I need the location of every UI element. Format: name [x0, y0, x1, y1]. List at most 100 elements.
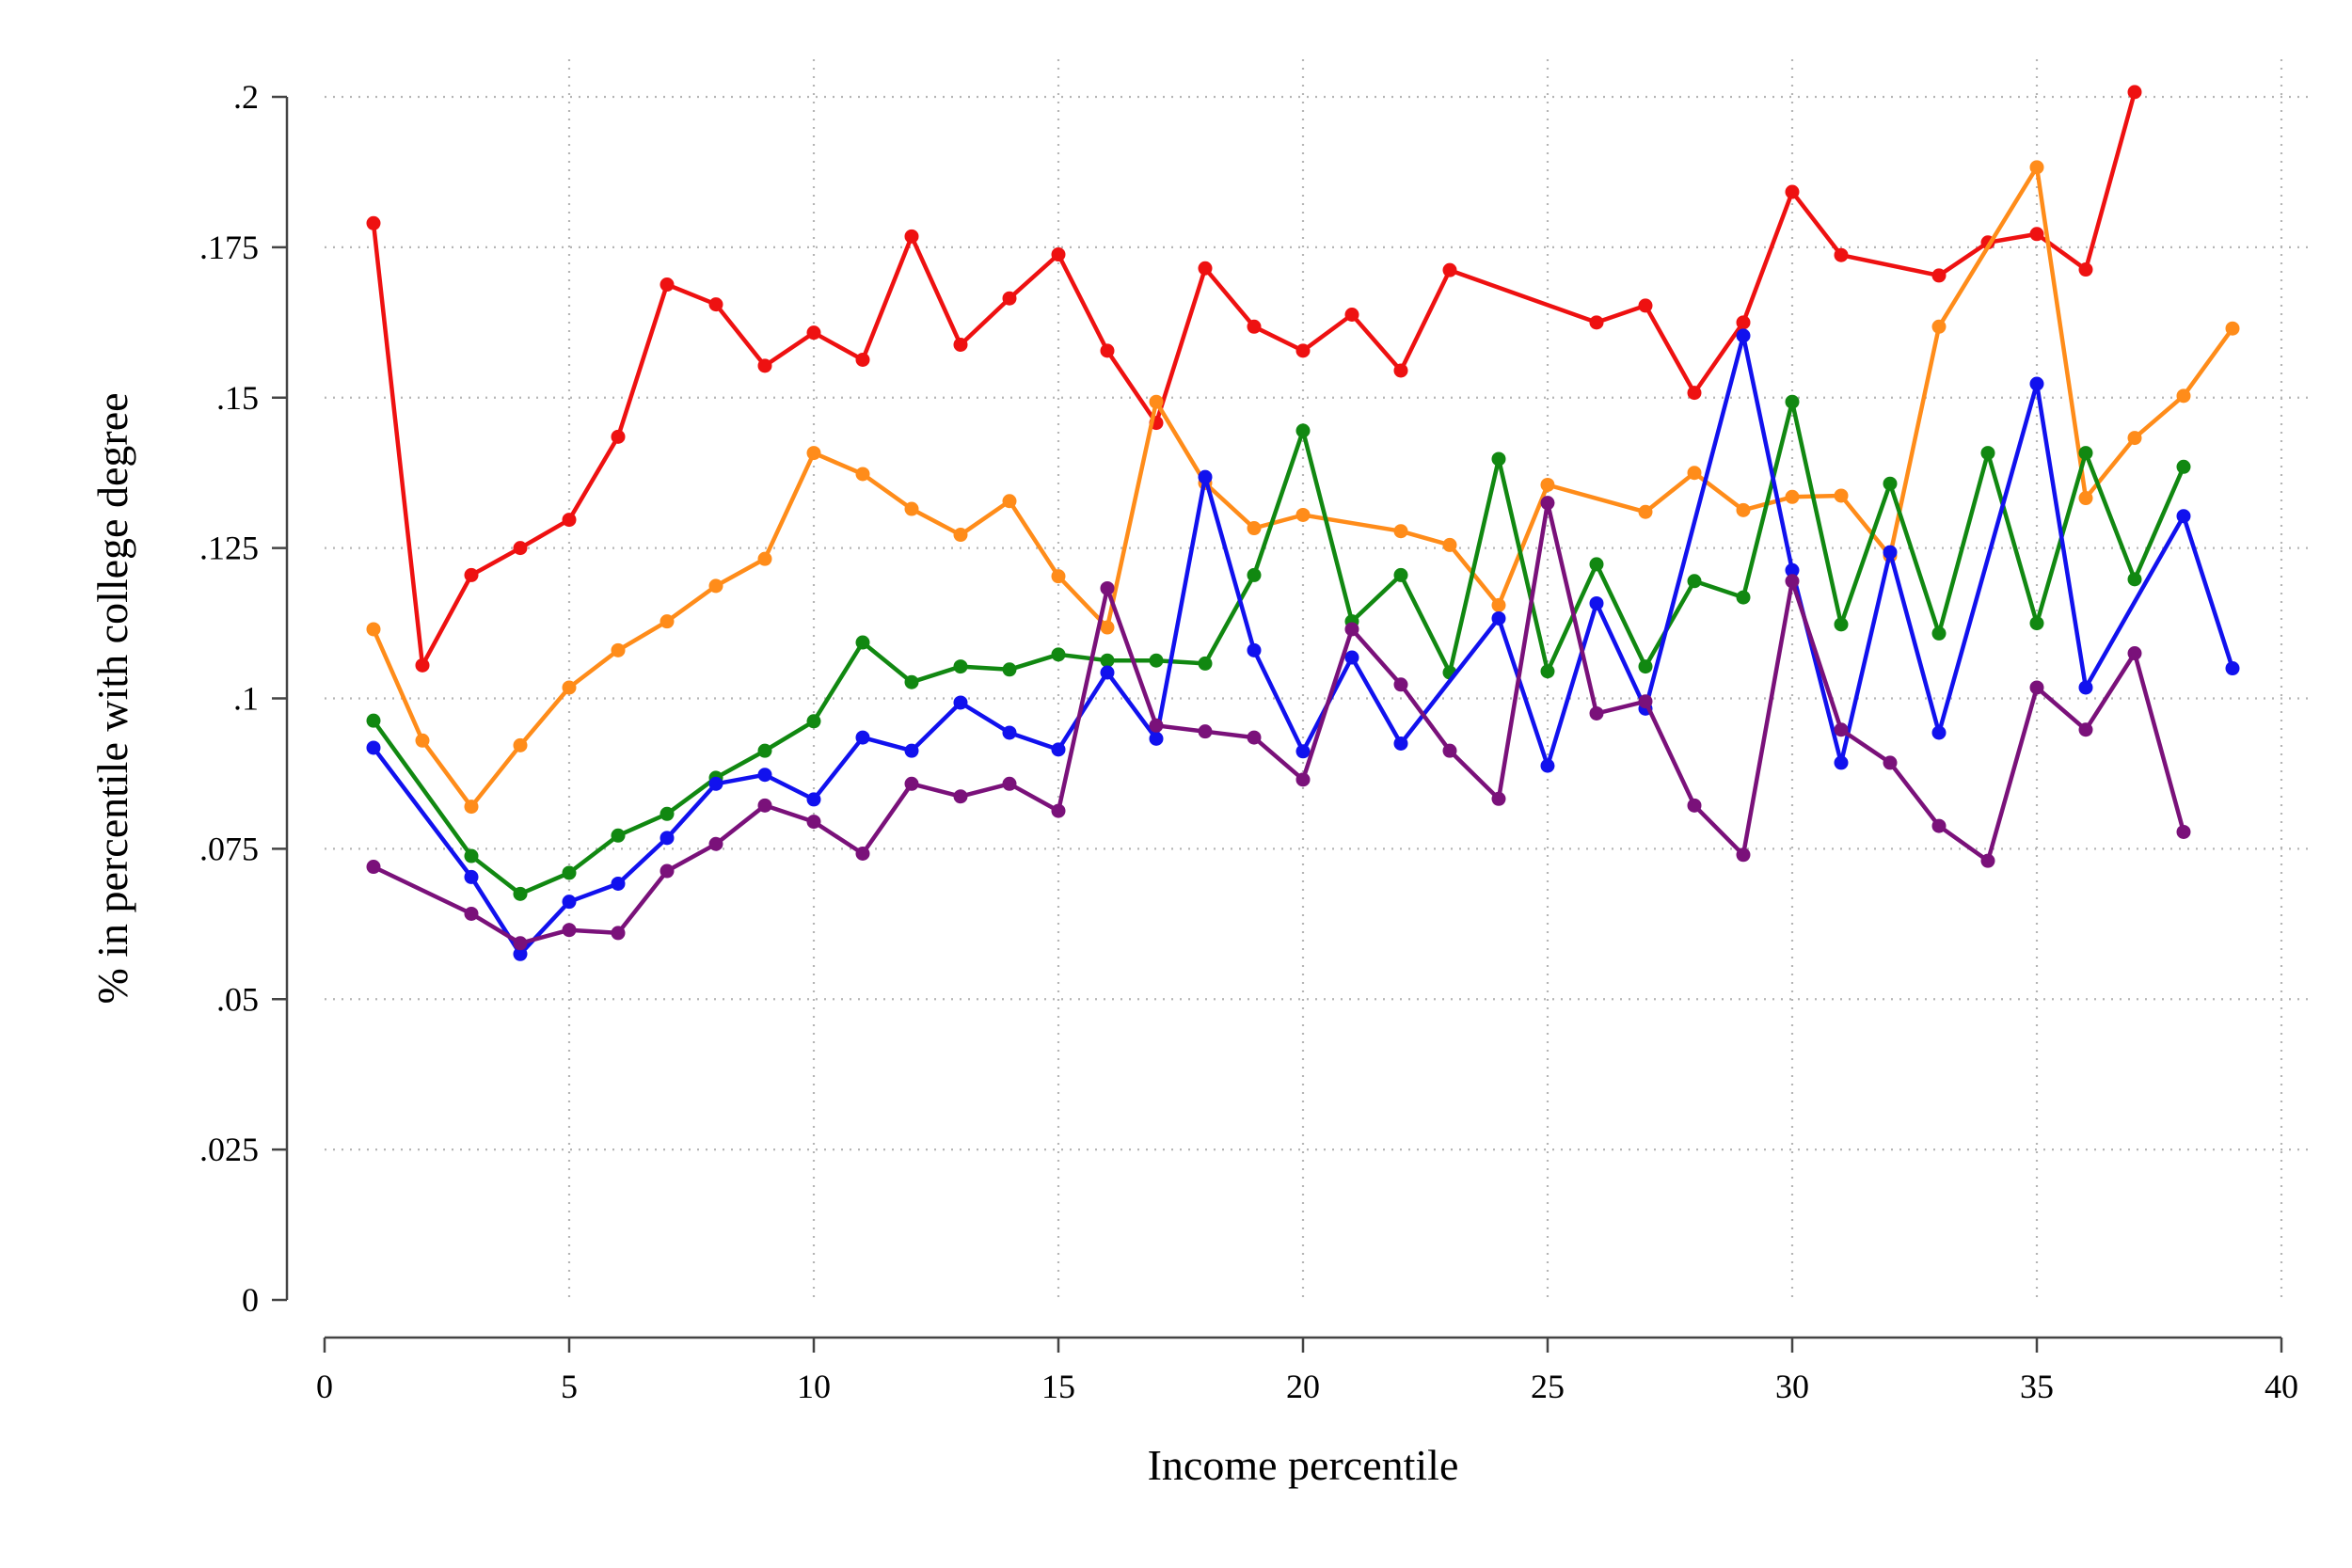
data-point [904, 776, 919, 791]
y-tick-label: .1 [233, 680, 259, 718]
data-point [1198, 261, 1213, 276]
data-point [1589, 557, 1604, 572]
data-point [1785, 184, 1800, 199]
data-point [2176, 824, 2191, 839]
data-point [1393, 363, 1408, 378]
data-point [1834, 488, 1849, 503]
data-point [757, 798, 772, 813]
data-point [2078, 262, 2093, 277]
data-point [1785, 574, 1800, 589]
x-tick-label: 30 [1775, 1368, 1809, 1405]
data-point [1589, 705, 1604, 721]
x-tick-label: 15 [1041, 1368, 1075, 1405]
data-point [1344, 650, 1359, 665]
data-point [562, 680, 577, 695]
data-point [562, 895, 577, 910]
data-point [1785, 562, 1800, 578]
data-point [1834, 617, 1849, 632]
y-tick-label: .175 [199, 229, 259, 266]
data-point [1198, 724, 1213, 739]
data-point [757, 768, 772, 783]
data-point [1931, 818, 1947, 833]
data-point [1100, 343, 1115, 358]
x-axis-ticks: 0 5 10 15 20 25 30 35 40 [316, 1338, 2298, 1405]
data-point [2078, 680, 2093, 695]
data-point [1393, 736, 1408, 751]
data-point [464, 869, 479, 884]
data-point [708, 776, 723, 791]
data-point [1247, 642, 1262, 657]
data-point [1295, 507, 1311, 522]
data-point [757, 551, 772, 566]
data-point [1540, 664, 1555, 679]
y-tick-label: .15 [216, 379, 259, 417]
data-point [1931, 319, 1947, 334]
data-point [1002, 291, 1017, 306]
x-tick-label: 25 [1531, 1368, 1565, 1405]
data-point [1295, 423, 1311, 438]
data-point [806, 714, 821, 729]
data-point [1540, 477, 1555, 492]
data-point [2029, 160, 2044, 175]
data-point [1393, 567, 1408, 582]
data-point [1883, 545, 1898, 560]
data-point [660, 863, 675, 879]
data-point [1149, 653, 1164, 668]
data-point [806, 446, 821, 461]
x-axis-title: Income percentile [1148, 1441, 1459, 1489]
data-point [1051, 247, 1066, 262]
data-point [1491, 610, 1506, 626]
y-tick-label: 0 [242, 1281, 259, 1319]
series-4 [366, 328, 2240, 961]
data-point [1931, 626, 1947, 641]
data-point [366, 713, 381, 728]
data-point [1442, 743, 1457, 758]
data-point [1980, 853, 1995, 868]
data-point [1149, 394, 1164, 409]
data-point [464, 848, 479, 863]
data-point [806, 325, 821, 341]
series-line-2 [371, 165, 2235, 809]
data-point [1295, 772, 1311, 787]
data-point [1736, 502, 1751, 517]
data-point [855, 635, 870, 650]
data-point [1344, 622, 1359, 637]
data-point [562, 923, 577, 938]
series-5 [366, 496, 2191, 951]
data-point [1100, 620, 1115, 635]
data-point [1736, 315, 1751, 330]
series-line-1 [371, 89, 2137, 668]
y-axis-title: % in percentile with college degree [88, 392, 136, 1004]
data-point [708, 578, 723, 594]
data-point [1589, 315, 1604, 330]
data-point [2225, 661, 2240, 676]
data-point [1540, 758, 1555, 773]
x-tick-label: 40 [2265, 1368, 2298, 1405]
data-point [904, 743, 919, 758]
data-point [1491, 791, 1506, 806]
data-point [1883, 755, 1898, 770]
data-point [1051, 647, 1066, 662]
data-point [2078, 491, 2093, 506]
data-point [660, 831, 675, 846]
data-point [1638, 659, 1653, 674]
data-point [2127, 572, 2142, 587]
data-point [1785, 489, 1800, 504]
data-point [1247, 319, 1262, 334]
data-point [1638, 504, 1653, 519]
data-point [1834, 755, 1849, 770]
data-point [1442, 262, 1457, 277]
x-tick-label: 0 [316, 1368, 333, 1405]
data-point [953, 337, 968, 352]
data-point [464, 800, 479, 815]
x-tick-label: 5 [561, 1368, 578, 1405]
data-point [1393, 677, 1408, 692]
data-point [1149, 718, 1164, 733]
y-axis-ticks: 0 .025 .05 .075 .1 .125 .15 .175 .2 [199, 78, 287, 1319]
data-point [2029, 227, 2044, 242]
data-point [1736, 847, 1751, 863]
data-point [855, 846, 870, 861]
data-point [562, 865, 577, 880]
data-point [611, 642, 626, 657]
